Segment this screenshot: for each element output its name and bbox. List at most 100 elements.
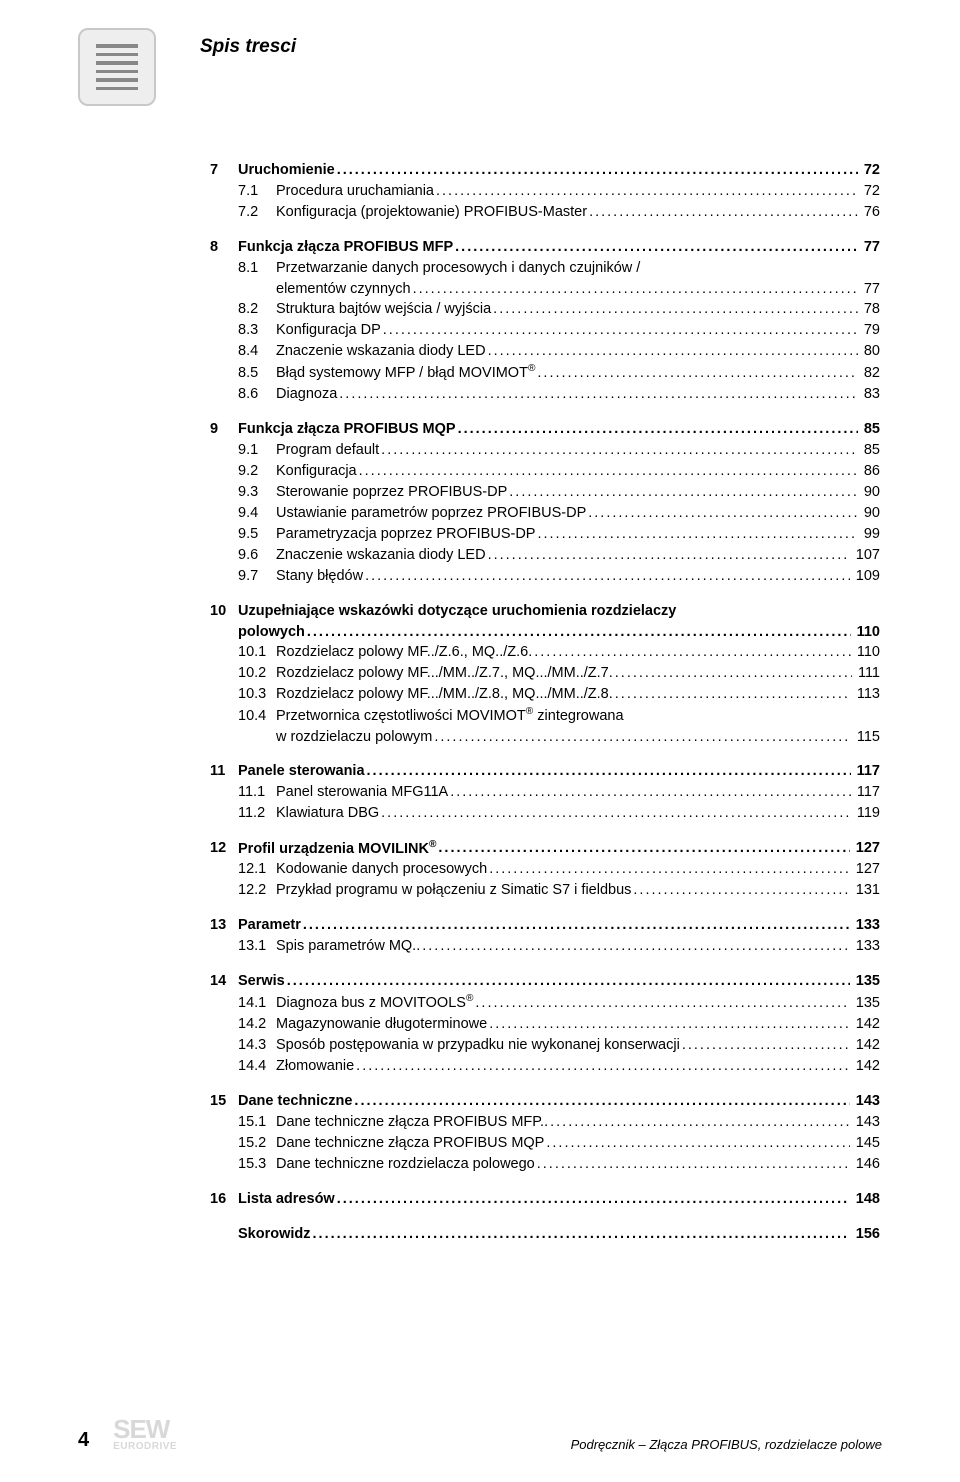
toc-page: 79 <box>860 320 880 340</box>
toc-subentry: 10.2Rozdzielacz polowy MF.../MM../Z.7., … <box>210 663 880 683</box>
toc-number: 10.1 <box>238 642 276 662</box>
toc-leader-dots <box>589 202 858 222</box>
toc-page: 143 <box>852 1091 880 1111</box>
toc-page: 156 <box>852 1224 880 1244</box>
toc-number: 7.1 <box>238 181 276 201</box>
toc-chapter: 9Funkcja złącza PROFIBUS MQP85 <box>210 419 880 439</box>
toc-label: Przetwarzanie danych procesowych i danyc… <box>276 258 640 278</box>
toc-chapter: 12Profil urządzenia MOVILINK®127 <box>210 838 880 859</box>
toc-chapter: Skorowidz156 <box>210 1224 880 1244</box>
toc-subentry: 10.4Przetwornica częstotliwości MOVIMOT®… <box>210 705 880 726</box>
toc-page: 82 <box>860 363 880 383</box>
toc-label: Stany błędów <box>276 566 363 586</box>
toc-leader-dots <box>434 727 851 747</box>
toc-label: Uruchomienie <box>238 160 335 180</box>
toc-number: 10 <box>210 601 238 621</box>
toc-page: 76 <box>860 202 880 222</box>
toc-entry-continuation: polowych 110 <box>238 622 880 642</box>
toc-entry-continuation: elementów czynnych 77 <box>276 279 880 299</box>
toc-page: 148 <box>852 1189 880 1209</box>
toc-leader-dots <box>509 482 858 502</box>
toc-leader-dots <box>339 384 858 404</box>
toc-label: Funkcja złącza PROFIBUS MFP <box>238 237 453 257</box>
toc-label: w rozdzielaczu polowym <box>276 727 432 747</box>
toc-entry-continuation: w rozdzielaczu polowym 115 <box>276 727 880 747</box>
toc-subentry: 10.1Rozdzielacz polowy MF../Z.6., MQ../Z… <box>210 642 880 662</box>
toc-page: 127 <box>852 859 880 879</box>
toc-number: 7 <box>210 160 238 180</box>
toc-subentry: 8.2Struktura bajtów wejścia / wyjścia78 <box>210 299 880 319</box>
toc-leader-dots <box>365 566 850 586</box>
toc-leader-dots <box>450 782 851 802</box>
toc-subentry: 8.4Znaczenie wskazania diody LED80 <box>210 341 880 361</box>
toc-page: 146 <box>852 1154 880 1174</box>
toc-label: Kodowanie danych procesowych <box>276 859 487 879</box>
toc-page: 115 <box>853 727 880 747</box>
toc-label: Dane techniczne <box>238 1091 352 1111</box>
toc-label: Dane techniczne złącza PROFIBUS MQP <box>276 1133 544 1153</box>
toc-page: 142 <box>852 1014 880 1034</box>
toc-label: elementów czynnych <box>276 279 411 299</box>
toc-number: 9.7 <box>238 566 276 586</box>
toc-page: 107 <box>852 545 880 565</box>
toc-subentry: 12.2Przykład programu w połączeniu z Sim… <box>210 880 880 900</box>
toc-page: 110 <box>853 622 880 642</box>
toc-number: 14.2 <box>238 1014 276 1034</box>
toc-label: polowych <box>238 622 305 642</box>
toc-label: Przykład programu w połączeniu z Simatic… <box>276 880 631 900</box>
toc-page: 90 <box>860 482 880 502</box>
toc-number: 13.1 <box>238 936 276 956</box>
toc-subentry: 9.5Parametryzacja poprzez PROFIBUS-DP99 <box>210 524 880 544</box>
toc-number: 7.2 <box>238 202 276 222</box>
toc-subentry: 13.1Spis parametrów MQ.. 133 <box>210 936 880 956</box>
toc-page: 85 <box>860 440 880 460</box>
toc-number: 11.1 <box>238 782 276 802</box>
toc-leader-dots <box>287 971 850 991</box>
toc-number: 16 <box>210 1189 238 1209</box>
toc-subentry: 9.2Konfiguracja86 <box>210 461 880 481</box>
toc-label: Panel sterowania MFG11A <box>276 782 448 802</box>
toc-page: 86 <box>860 461 880 481</box>
toc-page: 85 <box>860 419 880 439</box>
page-title: Spis tresci <box>200 36 296 58</box>
toc-number: 11.2 <box>238 803 276 823</box>
toc-number: 15.1 <box>238 1112 276 1132</box>
toc-number: 15.3 <box>238 1154 276 1174</box>
toc-subentry: 14.4Złomowanie142 <box>210 1056 880 1076</box>
toc-label: Procedura uruchamiania <box>276 181 434 201</box>
toc-label: Sposób postępowania w przypadku nie wyko… <box>276 1035 680 1055</box>
toc-page: 117 <box>853 782 880 802</box>
toc-page: 133 <box>852 936 880 956</box>
toc-number: 8.5 <box>238 363 276 383</box>
toc-label: Znaczenie wskazania diody LED <box>276 341 486 361</box>
toc-label: Panele sterowania <box>238 761 365 781</box>
toc-subentry: 15.2Dane techniczne złącza PROFIBUS MQP1… <box>210 1133 880 1153</box>
toc-label: Program default <box>276 440 379 460</box>
toc-page: 142 <box>852 1035 880 1055</box>
toc-page: 77 <box>860 279 880 299</box>
toc-leader-dots <box>537 1154 850 1174</box>
toc-subentry: 9.3Sterowanie poprzez PROFIBUS-DP90 <box>210 482 880 502</box>
toc-label: Przetwornica częstotliwości MOVIMOT® zin… <box>276 705 624 726</box>
toc-subentry: 8.3Konfiguracja DP79 <box>210 320 880 340</box>
toc-subentry: 8.6Diagnoza83 <box>210 384 880 404</box>
toc-page: 113 <box>853 684 880 704</box>
toc-page: 99 <box>860 524 880 544</box>
toc-leader-dots <box>422 936 850 956</box>
toc-leader-dots <box>303 915 850 935</box>
toc-label: Serwis <box>238 971 285 991</box>
toc-subentry: 7.1Procedura uruchamiania72 <box>210 181 880 201</box>
logo: SEW EURODRIVE <box>113 1416 177 1452</box>
toc-label: Diagnoza <box>276 384 337 404</box>
toc-page: 145 <box>852 1133 880 1153</box>
toc-leader-dots <box>436 181 858 201</box>
toc-chapter: 13Parametr133 <box>210 915 880 935</box>
toc-chapter: 16Lista adresów 148 <box>210 1189 880 1209</box>
toc-leader-dots <box>488 341 858 361</box>
toc-chapter: 10Uzupełniające wskazówki dotyczące uruc… <box>210 601 880 621</box>
toc-subentry: 7.2Konfiguracja (projektowanie) PROFIBUS… <box>210 202 880 222</box>
toc-subentry: 8.1Przetwarzanie danych procesowych i da… <box>210 258 880 278</box>
toc-label: Lista adresów <box>238 1189 335 1209</box>
toc-leader-dots <box>488 545 850 565</box>
toc-leader-dots <box>438 838 849 858</box>
